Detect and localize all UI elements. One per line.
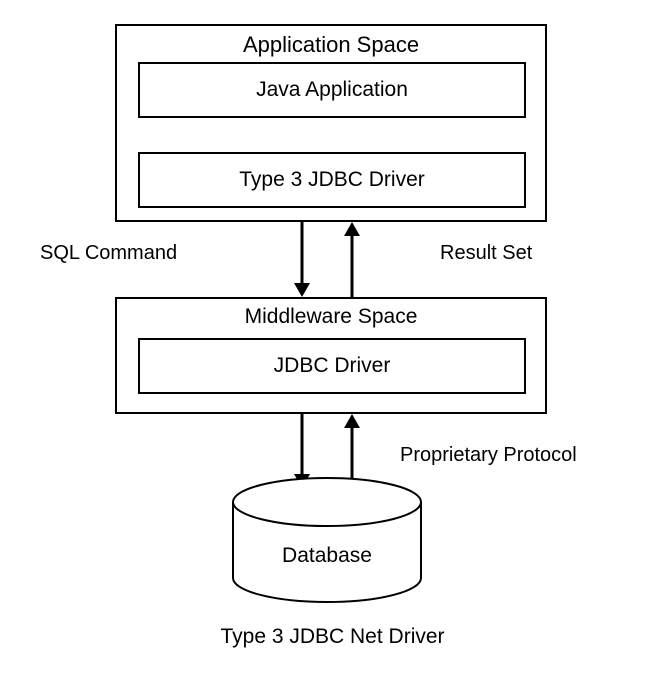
java-application-label: Java Application [256,78,408,102]
jdbc-driver-box: JDBC Driver [138,338,526,394]
type3-driver-label: Type 3 JDBC Driver [239,168,425,192]
arrows-2 [294,414,360,488]
result-set-label: Result Set [440,242,532,265]
arrows-1 [294,222,360,297]
jdbc-driver-label: JDBC Driver [274,354,391,378]
application-space-title: Application Space [117,32,545,58]
middleware-space-title: Middleware Space [117,305,545,329]
java-application-box: Java Application [138,62,526,118]
proprietary-protocol-label: Proprietary Protocol [400,444,577,467]
database-label: Database [282,544,372,567]
sql-command-label: SQL Command [40,242,177,265]
type3-driver-box: Type 3 JDBC Driver [138,152,526,208]
diagram-caption: Type 3 JDBC Net Driver [0,625,665,649]
database-cylinder: Database [233,478,421,602]
